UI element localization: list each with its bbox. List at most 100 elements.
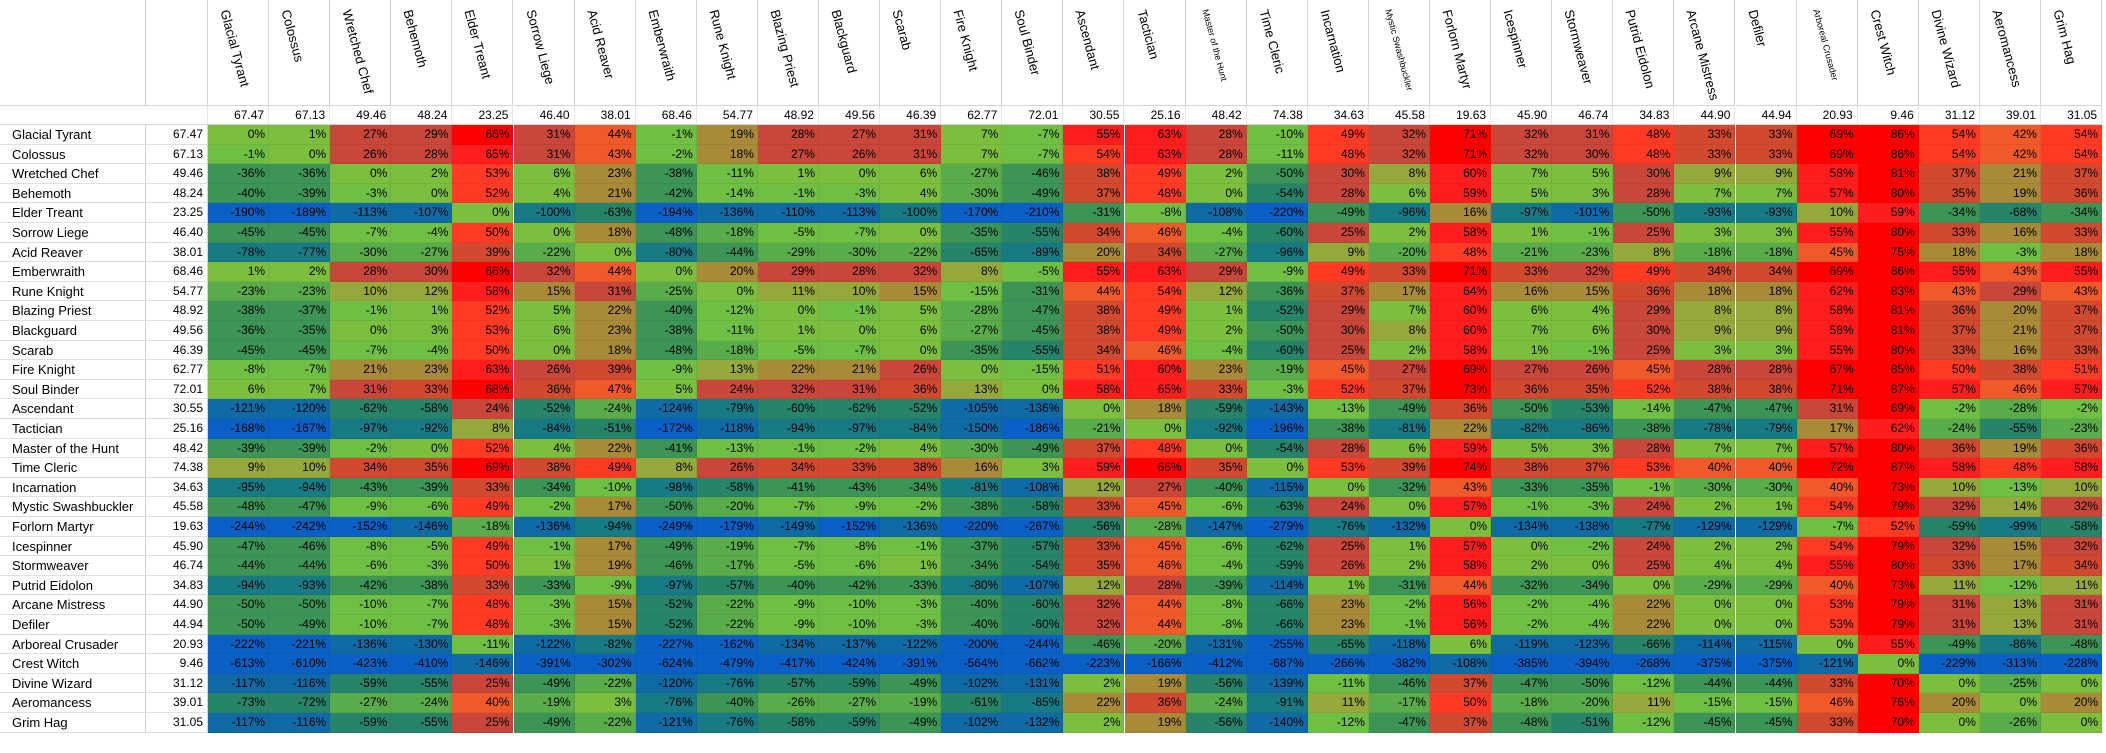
- matchup-cell[interactable]: 48%: [1307, 144, 1369, 165]
- matchup-cell[interactable]: -186%: [1002, 419, 1064, 439]
- matchup-cell[interactable]: 8%: [1674, 301, 1736, 321]
- matchup-cell[interactable]: 83%: [1857, 281, 1919, 302]
- matchup-cell[interactable]: 5%: [1491, 438, 1553, 459]
- matchup-cell[interactable]: 33%: [1796, 713, 1858, 733]
- column-header[interactable]: Elder Treant: [452, 0, 514, 106]
- matchup-cell[interactable]: -136%: [513, 517, 575, 537]
- matchup-cell[interactable]: -15%: [1674, 693, 1736, 713]
- row-label[interactable]: Acid Reaver: [0, 242, 146, 263]
- matchup-cell[interactable]: -5%: [757, 556, 819, 576]
- matchup-cell[interactable]: -479%: [696, 654, 758, 674]
- matchup-cell[interactable]: -81%: [941, 477, 1003, 498]
- matchup-cell[interactable]: 48%: [1613, 125, 1675, 145]
- matchup-cell[interactable]: 0%: [1918, 713, 1980, 733]
- matchup-cell[interactable]: 30%: [1307, 321, 1369, 341]
- matchup-cell[interactable]: 0%: [1674, 595, 1736, 615]
- matchup-cell[interactable]: -9%: [635, 360, 697, 380]
- matchup-cell[interactable]: -52%: [1246, 301, 1308, 321]
- matchup-cell[interactable]: 58%: [452, 281, 514, 302]
- matchup-cell[interactable]: -1%: [330, 301, 392, 321]
- matchup-cell[interactable]: 9%: [208, 458, 270, 478]
- matchup-cell[interactable]: 17%: [1368, 281, 1430, 302]
- matchup-cell[interactable]: 24%: [1613, 536, 1675, 557]
- column-average-cell[interactable]: 34.83: [1613, 106, 1675, 125]
- matchup-cell[interactable]: 18%: [1124, 399, 1186, 419]
- matchup-cell[interactable]: -62%: [330, 399, 392, 419]
- matchup-cell[interactable]: -423%: [330, 654, 392, 674]
- matchup-cell[interactable]: 55%: [1796, 340, 1858, 361]
- matchup-cell[interactable]: 59%: [1430, 183, 1492, 204]
- matchup-cell[interactable]: -51%: [1552, 713, 1614, 733]
- matchup-cell[interactable]: 58%: [1430, 340, 1492, 361]
- matchup-cell[interactable]: -76%: [1307, 517, 1369, 537]
- matchup-cell[interactable]: 8%: [1735, 301, 1797, 321]
- matchup-cell[interactable]: 19%: [1979, 438, 2041, 459]
- matchup-cell[interactable]: 74%: [1430, 458, 1492, 478]
- matchup-cell[interactable]: 31%: [1918, 595, 1980, 615]
- matchup-cell[interactable]: -19%: [880, 693, 942, 713]
- matchup-cell[interactable]: 66%: [452, 125, 514, 145]
- matchup-cell[interactable]: 33%: [819, 458, 881, 478]
- matchup-cell[interactable]: -49%: [269, 615, 331, 635]
- matchup-cell[interactable]: 33%: [1918, 340, 1980, 361]
- matchup-cell[interactable]: 1%: [269, 125, 331, 145]
- matchup-cell[interactable]: 45%: [1307, 360, 1369, 380]
- matchup-cell[interactable]: -123%: [1552, 634, 1614, 655]
- matchup-cell[interactable]: -63%: [574, 203, 636, 223]
- matchup-cell[interactable]: -3%: [880, 595, 942, 615]
- matchup-cell[interactable]: 87%: [1857, 458, 1919, 478]
- matchup-cell[interactable]: 1%: [513, 556, 575, 576]
- matchup-cell[interactable]: 31%: [819, 379, 881, 400]
- matchup-cell[interactable]: 23%: [1185, 360, 1247, 380]
- matchup-cell[interactable]: -116%: [269, 673, 331, 694]
- matchup-cell[interactable]: -95%: [208, 477, 270, 498]
- matchup-cell[interactable]: 58%: [1796, 301, 1858, 321]
- matchup-cell[interactable]: -8%: [1124, 203, 1186, 223]
- matchup-cell[interactable]: 11%: [1307, 693, 1369, 713]
- matchup-cell[interactable]: -121%: [208, 399, 270, 419]
- matchup-cell[interactable]: -45%: [269, 223, 331, 243]
- matchup-cell[interactable]: -53%: [1552, 399, 1614, 419]
- matchup-cell[interactable]: 33%: [1918, 556, 1980, 576]
- column-average-cell[interactable]: 19.63: [1430, 106, 1492, 125]
- matchup-cell[interactable]: 49%: [1307, 262, 1369, 282]
- matchup-cell[interactable]: 7%: [269, 379, 331, 400]
- matchup-cell[interactable]: 3%: [1735, 223, 1797, 243]
- matchup-cell[interactable]: -268%: [1613, 654, 1675, 674]
- matchup-cell[interactable]: -11%: [1246, 144, 1308, 165]
- matchup-cell[interactable]: 51%: [2041, 360, 2103, 380]
- matchup-cell[interactable]: 0%: [1491, 536, 1553, 557]
- matchup-cell[interactable]: -97%: [330, 419, 392, 439]
- matchup-cell[interactable]: 68%: [452, 379, 514, 400]
- matchup-cell[interactable]: -97%: [635, 575, 697, 596]
- matchup-cell[interactable]: -6%: [1185, 536, 1247, 557]
- matchup-cell[interactable]: 54%: [1796, 497, 1858, 517]
- matchup-cell[interactable]: 19%: [1979, 183, 2041, 204]
- matchup-cell[interactable]: -58%: [757, 713, 819, 733]
- matchup-cell[interactable]: -220%: [1246, 203, 1308, 223]
- matchup-cell[interactable]: 33%: [1735, 125, 1797, 145]
- matchup-cell[interactable]: 0%: [1735, 595, 1797, 615]
- matchup-cell[interactable]: -59%: [1918, 517, 1980, 537]
- matchup-cell[interactable]: 9%: [1674, 321, 1736, 341]
- matchup-cell[interactable]: -624%: [635, 654, 697, 674]
- matchup-cell[interactable]: -36%: [269, 164, 331, 184]
- matchup-cell[interactable]: 45%: [1613, 360, 1675, 380]
- matchup-cell[interactable]: 16%: [1430, 203, 1492, 223]
- matchup-cell[interactable]: -9%: [819, 497, 881, 517]
- matchup-cell[interactable]: 2%: [1491, 556, 1553, 576]
- matchup-cell[interactable]: 4%: [1735, 556, 1797, 576]
- matchup-cell[interactable]: 47%: [574, 379, 636, 400]
- matchup-cell[interactable]: -39%: [1185, 575, 1247, 596]
- matchup-cell[interactable]: -49%: [880, 673, 942, 694]
- matchup-cell[interactable]: -21%: [1491, 242, 1553, 263]
- matchup-cell[interactable]: 6%: [208, 379, 270, 400]
- matchup-cell[interactable]: -45%: [1674, 713, 1736, 733]
- matchup-cell[interactable]: -137%: [819, 634, 881, 655]
- matchup-cell[interactable]: -36%: [208, 321, 270, 341]
- matchup-cell[interactable]: 58%: [1430, 556, 1492, 576]
- matchup-cell[interactable]: 5%: [635, 379, 697, 400]
- matchup-cell[interactable]: 2%: [1368, 556, 1430, 576]
- matchup-cell[interactable]: 33%: [452, 477, 514, 498]
- matchup-cell[interactable]: 57%: [1796, 183, 1858, 204]
